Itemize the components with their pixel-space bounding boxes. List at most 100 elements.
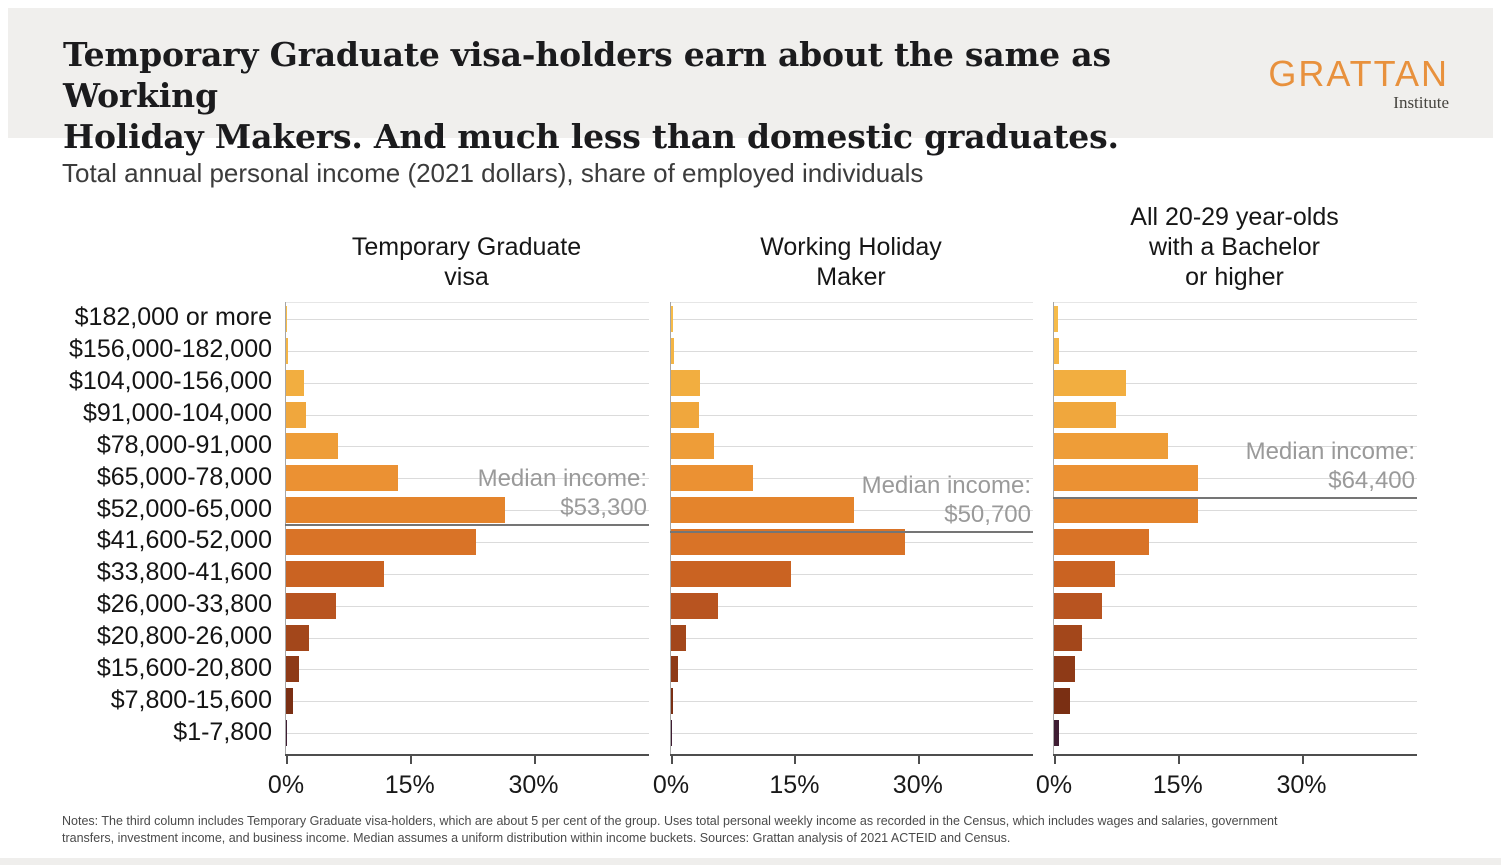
income-bar — [671, 688, 674, 715]
median-line — [670, 531, 1033, 533]
bar-row — [671, 335, 1033, 367]
bar-row — [1054, 558, 1417, 590]
gridline — [1054, 446, 1417, 448]
bar-row — [1054, 590, 1417, 622]
bar-row — [286, 622, 649, 654]
gridline — [286, 637, 649, 639]
income-bar — [286, 528, 476, 555]
bar-row — [286, 717, 649, 749]
x-tick-label: 15% — [769, 771, 820, 799]
gridline — [1054, 478, 1417, 480]
bar-rows — [671, 302, 1033, 749]
income-bar — [671, 369, 700, 396]
bar-row — [1054, 303, 1417, 335]
gridline — [671, 701, 1033, 703]
bar-row — [671, 399, 1033, 431]
x-axis-line — [670, 754, 1033, 756]
gridline — [1054, 573, 1417, 575]
bar-row — [1054, 653, 1417, 685]
bar-row — [286, 430, 649, 462]
chart-panel: Median income: $64,400 0% 15% 30% — [1036, 302, 1417, 799]
chart-subtitle: Total annual personal income (2021 dolla… — [62, 158, 924, 188]
x-axis-line — [1053, 754, 1417, 756]
income-bar — [286, 337, 289, 364]
income-bar — [1054, 433, 1168, 460]
notes-text: Notes: The third column includes Tempora… — [62, 814, 1278, 845]
gridline — [286, 350, 649, 352]
x-tick-label: 0% — [652, 771, 690, 799]
bottom-strip — [0, 858, 1501, 865]
x-axis-tick — [286, 756, 288, 764]
gridline — [286, 605, 649, 607]
chart-panel: Median income: $53,300 0% 15% 30% — [268, 302, 649, 799]
x-axis-tick — [1301, 756, 1304, 764]
income-bar — [671, 624, 686, 651]
y-axis-label: $20,800-26,000 — [96, 622, 272, 651]
x-axis-tick — [1054, 756, 1056, 764]
x-axis-line — [285, 754, 649, 756]
gridline — [286, 669, 649, 671]
gridline — [286, 446, 649, 448]
x-axis-tick — [409, 756, 412, 764]
income-bar — [671, 401, 699, 428]
bar-row — [286, 399, 649, 431]
bar-row — [286, 303, 649, 335]
income-bar — [286, 656, 300, 683]
x-tick-label: 30% — [1276, 771, 1327, 799]
bar-row — [671, 462, 1033, 494]
income-bar — [671, 497, 854, 524]
y-axis-label: $41,600-52,000 — [96, 526, 272, 555]
x-axis-tick — [671, 756, 673, 764]
bar-row — [1054, 685, 1417, 717]
gridline — [671, 318, 1033, 320]
bar-row — [1054, 399, 1417, 431]
bar-row — [1054, 462, 1417, 494]
bar-row — [286, 558, 649, 590]
gridline — [286, 382, 649, 384]
income-bar — [1054, 497, 1199, 524]
bar-row — [286, 462, 649, 494]
income-bar — [286, 305, 288, 332]
y-axis-label: $33,800-41,600 — [96, 558, 272, 587]
y-axis-label: $1-7,800 — [173, 717, 272, 746]
y-axis-label: $7,800-15,600 — [110, 685, 272, 714]
bar-row — [286, 526, 649, 558]
bar-row — [1054, 622, 1417, 654]
gridline — [1054, 669, 1417, 671]
income-bar — [671, 528, 906, 555]
income-bar — [671, 337, 674, 364]
grattan-logo-wordmark: GRATTAN — [1268, 53, 1449, 94]
x-tick-label: 15% — [384, 771, 435, 799]
income-bar — [286, 624, 310, 651]
gridline — [1054, 414, 1417, 416]
gridline — [671, 669, 1033, 671]
income-bar — [1054, 688, 1070, 715]
bar-row — [286, 494, 649, 526]
income-bar — [286, 720, 287, 747]
bar-row — [286, 653, 649, 685]
income-bar — [1054, 528, 1149, 555]
gridline — [671, 605, 1033, 607]
gridline — [1054, 541, 1417, 543]
x-tick-label: 30% — [892, 771, 943, 799]
y-axis-label: $65,000-78,000 — [96, 462, 272, 491]
gridline — [286, 414, 649, 416]
x-tick-label: 30% — [508, 771, 559, 799]
income-bar — [1054, 305, 1059, 332]
income-bar — [1054, 369, 1126, 396]
median-line — [285, 524, 649, 526]
income-bar — [671, 465, 754, 492]
gridline — [286, 701, 649, 703]
income-bar — [286, 497, 505, 524]
income-bar — [671, 592, 718, 619]
income-bar — [1054, 465, 1198, 492]
median-income-label: Median income: $50,700 — [861, 472, 1031, 528]
header-band: Temporary Graduate visa-holders earn abo… — [8, 8, 1493, 156]
bar-row — [286, 590, 649, 622]
y-axis-label: $182,000 or more — [74, 303, 272, 332]
bar-row — [671, 430, 1033, 462]
y-axis-label: $78,000-91,000 — [96, 430, 272, 459]
gridline — [671, 637, 1033, 639]
gridline — [286, 318, 649, 320]
income-bar — [286, 401, 306, 428]
